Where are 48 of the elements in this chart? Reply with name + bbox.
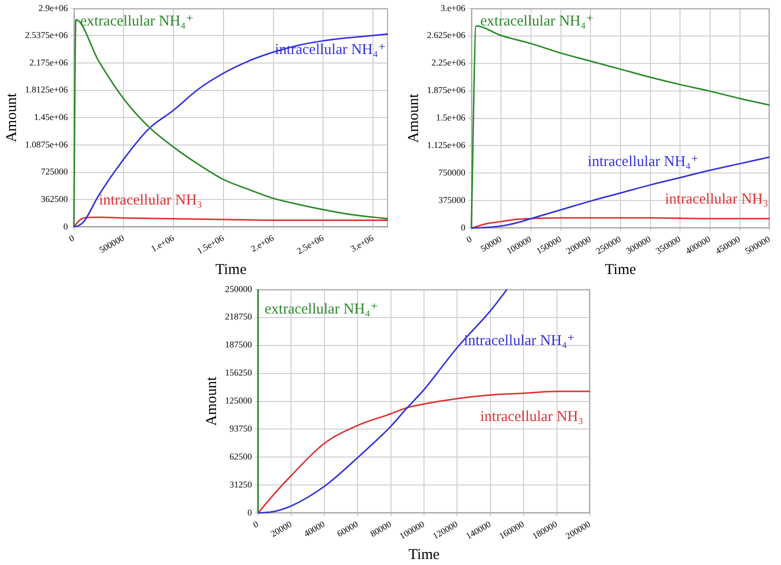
series-label: intracellular NH₃: [480, 408, 584, 425]
series-label: intracellular NH₄⁺: [588, 154, 699, 170]
y-tick-label: 2.175e+06: [29, 57, 68, 68]
y-tick-label: 2.5375e+06: [24, 30, 68, 40]
series-label: extracellular NH₄⁺: [264, 301, 378, 318]
y-tick-label: 187500: [225, 340, 252, 350]
x-axis-title: Time: [604, 262, 636, 278]
y-tick-label: 1.875e+06: [426, 85, 466, 96]
y-tick-label: 125000: [225, 396, 252, 406]
y-tick-label: 62500: [230, 452, 252, 462]
y-tick-label: 2.9e+06: [38, 2, 68, 13]
series-label: extracellular NH₄⁺: [480, 14, 594, 30]
y-tick-label: 725000: [40, 166, 68, 177]
y-tick-label: 1.5e+06: [436, 112, 466, 123]
x-tick-label: 0: [67, 232, 76, 244]
y-tick-label: 362500: [40, 194, 68, 204]
y-tick-label: 1.0875e+06: [24, 139, 68, 150]
y-tick-label: 250000: [225, 284, 252, 294]
y-axis-title: Amount: [204, 376, 220, 426]
x-tick-label: 0: [464, 234, 474, 245]
series-label: intracellular NH₄⁺: [464, 332, 575, 349]
y-tick-label: 1.8125e+06: [24, 84, 68, 95]
y-tick-label: 93750: [230, 424, 252, 434]
y-axis-title: Amount: [4, 92, 20, 142]
y-tick-label: 750000: [438, 168, 466, 178]
y-tick-label: 1.45e+06: [34, 112, 68, 122]
x-axis-title: Time: [408, 546, 440, 563]
x-tick-label: 40000: [302, 518, 328, 539]
x-tick-label: 60000: [335, 518, 360, 539]
series-label: intracellular NH₃: [665, 192, 768, 208]
y-tick-label: 0: [460, 222, 466, 233]
y-tick-label: 2.25e+06: [431, 58, 466, 68]
y-tick-label: 156250: [225, 368, 252, 378]
x-tick-label: 0: [251, 518, 261, 530]
series-label: extracellular NH₄⁺: [80, 13, 194, 30]
series-label: intracellular NH₄⁺: [274, 42, 386, 58]
y-tick-label: 1.125e+06: [426, 140, 466, 150]
y-tick-label: 3.e+06: [440, 2, 466, 13]
y-tick-label: 0: [63, 221, 68, 232]
y-tick-label: 0: [248, 508, 252, 518]
y-tick-label: 375000: [438, 195, 466, 206]
y-tick-label: 2.625e+06: [426, 30, 466, 40]
y-axis-title: Amount: [406, 92, 422, 143]
series-label: intracellular NH₃: [98, 192, 202, 209]
y-tick-label: 218750: [225, 312, 252, 322]
x-tick-label: 80000: [368, 518, 394, 539]
y-tick-label: 31250: [230, 480, 252, 490]
x-axis-title: Time: [215, 262, 247, 278]
